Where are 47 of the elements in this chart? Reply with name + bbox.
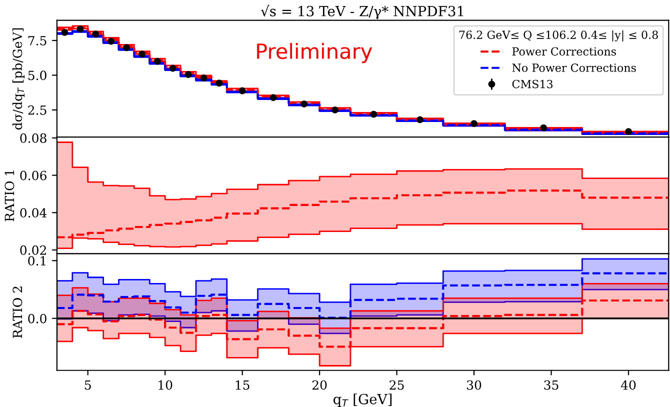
- legend-label: Power Corrections: [512, 47, 616, 56]
- point: [470, 120, 478, 128]
- point: [416, 116, 424, 124]
- chart-title: √s = 13 TeV - Z/γ* NNPDF31: [260, 4, 464, 20]
- y-axis-title: dσ/dq$_{T}$ [pb/GeV]: [12, 28, 25, 130]
- x-axis-title: q$_{T}$ [GeV]: [333, 394, 392, 407]
- legend-title: 76.2 GeV≤ Q ≤106.2 0.4≤ |y| ≤ 0.8: [459, 30, 658, 42]
- point: [625, 128, 632, 136]
- y-tick-label: 5.0: [28, 70, 46, 80]
- y-tick-label: 2.5: [28, 105, 46, 115]
- point: [76, 25, 84, 32]
- point: [540, 124, 548, 132]
- legend-label: CMS13: [512, 80, 553, 88]
- point: [200, 74, 208, 82]
- x-tick-label: 5: [84, 380, 91, 390]
- point: [122, 44, 130, 52]
- point: [61, 28, 68, 36]
- x-tick-label: 30: [467, 380, 482, 390]
- point: [370, 110, 378, 118]
- y-tick-label: 0.08: [20, 133, 46, 143]
- y-axis-title: RATIO 1: [4, 170, 14, 222]
- y-tick-label: 0.04: [20, 208, 47, 218]
- annotation: Preliminary: [257, 42, 372, 64]
- x-tick-label: 15: [236, 380, 250, 390]
- y-tick-label: 0.02: [20, 245, 46, 255]
- x-tick-label: 35: [544, 380, 558, 390]
- point: [332, 106, 338, 114]
- point: [108, 38, 114, 45]
- point: [270, 94, 277, 102]
- x-tick-label: 20: [312, 380, 327, 390]
- point: [216, 80, 223, 87]
- y-axis-title: RATIO 2: [12, 286, 22, 338]
- point: [154, 58, 161, 65]
- y-tick-label: 0.1: [28, 256, 46, 266]
- y-tick-label: 7.5: [28, 36, 46, 46]
- point: [184, 71, 192, 78]
- point: [300, 100, 308, 108]
- point: [169, 64, 176, 72]
- y-tick-label: 0.0: [28, 314, 46, 324]
- point: [238, 87, 246, 94]
- x-tick-label: 40: [620, 380, 636, 390]
- x-tick-label: 25: [390, 380, 404, 390]
- point: [138, 50, 146, 58]
- y-tick-label: 0.06: [20, 170, 46, 180]
- point: [92, 30, 100, 38]
- x-tick-label: 10: [158, 380, 172, 390]
- legend-label: No Power Corrections: [512, 64, 636, 72]
